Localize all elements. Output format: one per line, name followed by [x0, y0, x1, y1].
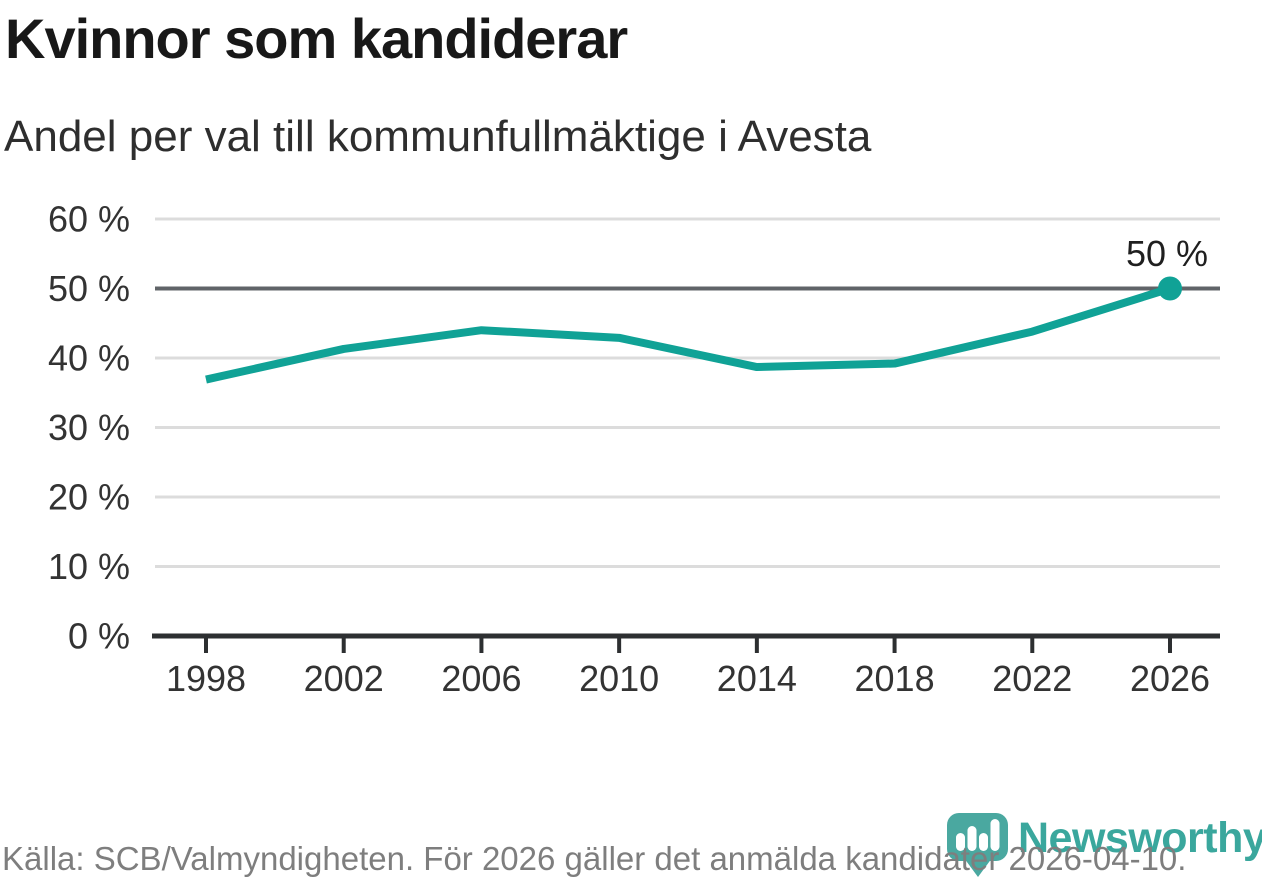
source-note: Källa: SCB/Valmyndigheten. För 2026 gäll… — [2, 840, 1187, 877]
y-tick-label: 20 % — [48, 477, 130, 518]
x-tick-label: 2022 — [992, 658, 1072, 699]
trend-line — [205, 284, 1172, 384]
y-tick-label: 10 % — [48, 546, 130, 587]
chart-subtitle: Andel per val till kommunfullmäktige i A… — [4, 112, 872, 161]
y-tick-label: 60 % — [48, 199, 130, 240]
end-point-dot — [1158, 276, 1182, 301]
y-tick-label: 0 % — [68, 616, 130, 657]
x-tick-label: 2014 — [717, 658, 797, 699]
x-tick-label: 2018 — [855, 658, 935, 699]
chart-title: Kvinnor som kandiderar — [5, 7, 628, 70]
newsworthy-wordmark: Newsworthy — [1018, 814, 1262, 862]
x-tick-label: 2010 — [579, 658, 659, 699]
x-tick-label: 2002 — [304, 658, 384, 699]
y-tick-label: 30 % — [48, 407, 130, 448]
x-tick-label: 2006 — [441, 658, 521, 699]
x-tick-label: 2026 — [1130, 658, 1210, 699]
newsworthy-logo: Newsworthy — [946, 812, 1262, 879]
y-tick-label: 50 % — [48, 268, 130, 309]
x-tick-label: 1998 — [166, 658, 246, 699]
y-tick-label: 40 % — [48, 338, 130, 379]
bar-chart-bubble-icon — [947, 813, 1008, 877]
end-point-label: 50 % — [1126, 233, 1208, 274]
